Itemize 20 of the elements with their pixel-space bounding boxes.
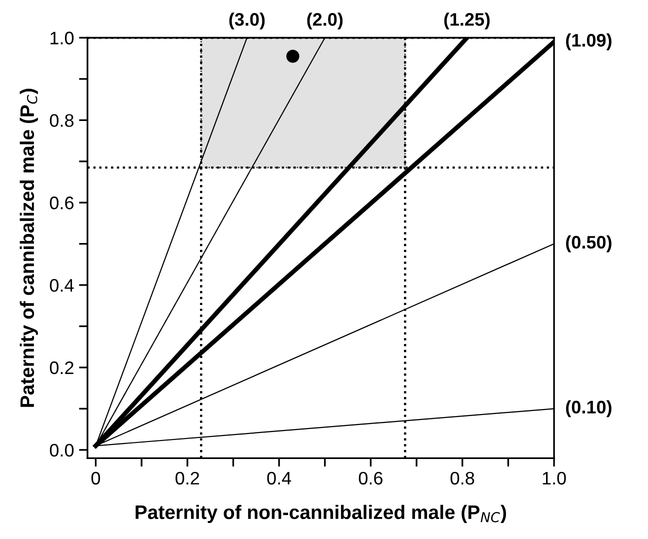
x-tick-label: 0.6 (358, 472, 382, 485)
y-tick-label: 0.6 (50, 196, 74, 210)
annotation: (0.10) (566, 400, 612, 418)
annotation: (1.09) (566, 33, 612, 50)
y-tick-label: 0.8 (50, 114, 74, 127)
y-tick-label: 0.4 (50, 278, 74, 292)
x-axis-title: Paternity of non-cannibalized male (P$_{NC}$) (136, 504, 506, 523)
y-tick-label: 0.0 (50, 444, 74, 457)
x-tick-label: 0.8 (450, 472, 474, 485)
annotation: (1.25) (444, 12, 490, 30)
x-tick-label: 0.2 (176, 472, 200, 485)
x-tick-label: 0.4 (267, 472, 292, 485)
y-tick-label: 1.0 (50, 32, 74, 44)
y-tick-label: 0.2 (50, 361, 74, 374)
x-tick-label: 1.0 (542, 472, 566, 485)
y-axis-title: Paternity of cannibalized male (P$_{C}$) (20, 88, 38, 407)
annotation: (3.0) (229, 12, 265, 30)
x-tick-label: 0 (91, 472, 100, 485)
annotation: (0.50) (566, 235, 612, 252)
annotation: (2.0) (307, 12, 343, 30)
